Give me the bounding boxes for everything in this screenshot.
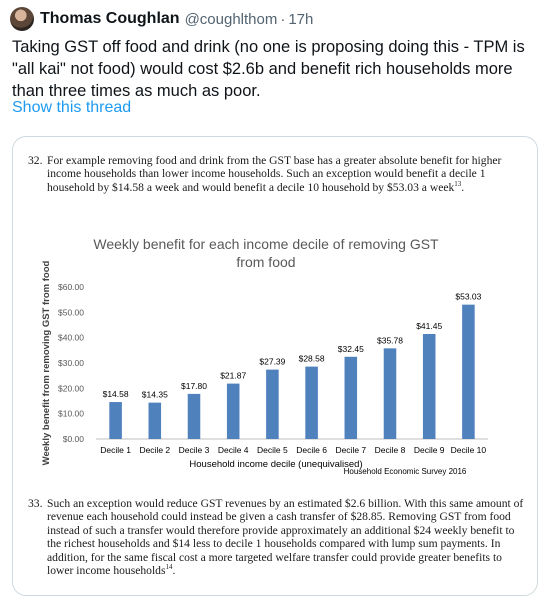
bar-value-label: $27.39 xyxy=(259,357,285,367)
x-tick-label: Decile 8 xyxy=(375,445,406,455)
bar-3 xyxy=(187,393,201,439)
show-thread-link[interactable]: Show this thread xyxy=(12,99,132,116)
bar-value-label: $17.80 xyxy=(181,381,207,391)
x-tick-label: Decile 1 xyxy=(100,445,131,455)
bar-value-label: $35.78 xyxy=(377,335,403,345)
y-tick-label: $50.00 xyxy=(58,307,84,317)
x-axis-label: Household income decile (unequivalised) xyxy=(189,459,362,470)
bar-value-label: $28.58 xyxy=(299,354,325,364)
footnote-ref: 13 xyxy=(454,179,462,188)
y-axis-label: Weekly benefit from removing GST from fo… xyxy=(41,260,52,465)
paragraph-body: Such an exception would reduce GST reven… xyxy=(47,497,527,577)
paragraph-body: For example removing food and drink from… xyxy=(47,154,527,194)
chart: Weekly benefit for each income decile of… xyxy=(13,227,537,492)
bar-value-label: $53.03 xyxy=(455,292,481,302)
y-tick-label: $20.00 xyxy=(58,383,84,393)
bar-2 xyxy=(148,402,162,439)
x-tick-label: Decile 7 xyxy=(335,445,366,455)
bar-value-label: $32.45 xyxy=(338,344,364,354)
paragraph-number: 33. xyxy=(28,497,43,510)
y-tick-label: $10.00 xyxy=(58,409,84,419)
paragraph-text: Such an exception would reduce GST reven… xyxy=(47,497,524,578)
chart-title-line1: Weekly benefit for each income decile of… xyxy=(93,236,439,252)
paragraph-33: 33. Such an exception would reduce GST r… xyxy=(28,497,523,592)
x-tick-label: Decile 10 xyxy=(451,445,487,455)
tweet-time[interactable]: 17h xyxy=(288,10,314,28)
paragraph-tail: . xyxy=(172,564,176,578)
paragraph-number: 32. xyxy=(28,154,43,167)
tweet-header: Thomas Coughlan @coughlthom · 17h xyxy=(10,6,313,32)
x-tick-label: Decile 3 xyxy=(179,445,210,455)
paragraph-text: For example removing food and drink from… xyxy=(47,154,502,194)
bar-1 xyxy=(109,402,122,439)
paragraph-tail: . xyxy=(461,180,465,194)
bar-8 xyxy=(383,348,397,439)
author-handle[interactable]: @coughlthom xyxy=(184,10,278,28)
bar-7 xyxy=(344,356,358,439)
separator: · xyxy=(280,10,286,28)
bar-6 xyxy=(305,366,318,439)
chart-svg: Weekly benefit for each income decile of… xyxy=(41,236,488,476)
bar-9 xyxy=(422,333,436,439)
bar-4 xyxy=(226,383,240,439)
bar-value-label: $14.58 xyxy=(103,389,129,399)
x-tick-label: Decile 4 xyxy=(218,445,249,455)
y-tick-label: $60.00 xyxy=(58,282,84,292)
bar-value-label: $41.45 xyxy=(416,321,442,331)
x-tick-label: Decile 5 xyxy=(257,445,288,455)
chart-source: Household Economic Survey 2016 xyxy=(344,467,467,476)
tweet-media[interactable]: 32. For example removing food and drink … xyxy=(12,136,538,596)
bar-value-label: $14.35 xyxy=(142,390,168,400)
paragraph-32: 32. For example removing food and drink … xyxy=(28,154,523,214)
x-tick-label: Decile 9 xyxy=(414,445,445,455)
bar-value-label: $21.87 xyxy=(220,371,246,381)
tweet-text: Taking GST off food and drink (no one is… xyxy=(12,38,525,100)
avatar[interactable] xyxy=(10,7,34,31)
y-tick-label: $30.00 xyxy=(58,358,84,368)
y-tick-label: $40.00 xyxy=(58,333,84,343)
x-tick-label: Decile 2 xyxy=(139,445,170,455)
chart-title-line2: from food xyxy=(236,254,295,270)
author-name[interactable]: Thomas Coughlan xyxy=(40,10,180,27)
x-tick-label: Decile 6 xyxy=(296,445,327,455)
bar-10 xyxy=(462,304,475,439)
bar-5 xyxy=(266,369,279,439)
y-tick-label: $0.00 xyxy=(63,434,85,444)
footnote-ref: 14 xyxy=(165,563,173,572)
